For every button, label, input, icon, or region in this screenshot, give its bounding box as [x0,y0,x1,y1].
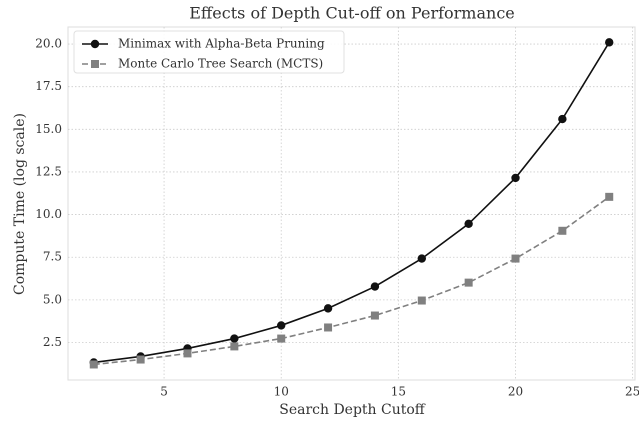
data-point [511,254,520,263]
legend-marker [90,39,100,49]
series-line [93,41,610,364]
y-axis-label: Compute Time (log scale) [12,113,28,295]
y-tick-label: 17.5 [35,79,62,93]
data-point [464,219,473,228]
data-point [417,254,426,263]
y-tick-label: 20.0 [35,37,62,51]
data-point [230,342,239,351]
data-point [370,282,380,291]
data-point [136,355,145,364]
x-tick-label: 20 [508,385,523,399]
x-tick-label: 5 [160,385,168,399]
data-point [230,334,239,343]
y-tick-label: 10.0 [35,207,62,221]
data-point [183,349,192,358]
data-point [277,334,286,343]
data-point [558,226,567,235]
legend-frame [73,30,345,74]
legend-marker [91,60,99,68]
data-point [605,38,614,47]
y-tick-label: 12.5 [35,164,62,178]
data-point [464,278,473,287]
series-line [93,196,610,366]
data-point [89,360,98,369]
data-point [370,311,379,320]
x-tick-label: 10 [274,385,289,399]
legend-label: Minimax with Alpha-Beta Pruning [118,37,325,51]
y-tick-label: 7.5 [43,250,62,264]
x-tick-label: 25 [625,385,639,399]
data-point [511,173,520,183]
data-point [417,296,426,305]
y-tick-label: 2.5 [43,335,62,349]
data-point [605,192,614,201]
data-point [558,114,567,124]
data-point [324,323,333,332]
x-axis-label: Search Depth Cutoff [279,402,426,418]
x-tick-label: 15 [391,385,406,399]
legend-label: Monte Carlo Tree Search (MCTS) [118,57,323,71]
y-tick-label: 5.0 [43,292,62,306]
y-tick-label: 15.0 [35,122,62,136]
data-point [277,321,286,330]
chart-title: Effects of Depth Cut-off on Performance [189,4,515,23]
plot-area [67,26,636,381]
data-point [323,304,333,313]
